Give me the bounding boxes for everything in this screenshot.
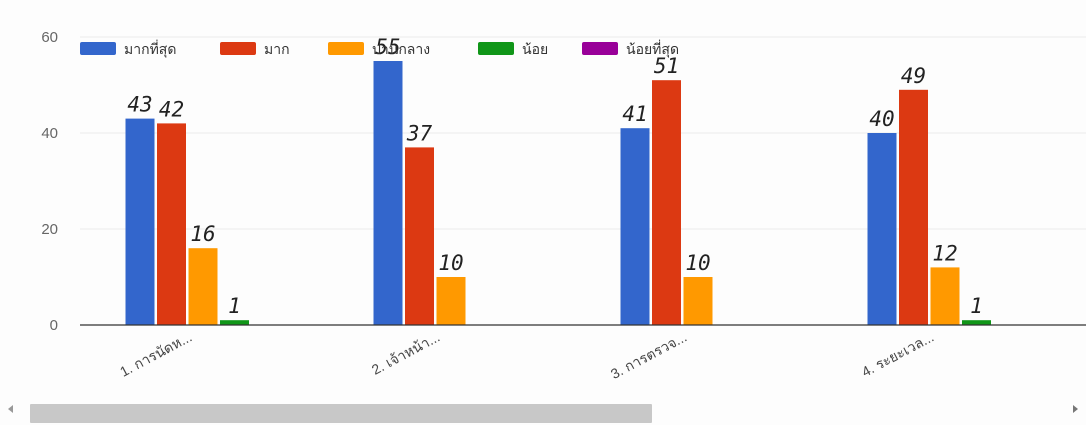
data-label: 49 (901, 64, 926, 88)
y-tick-label: 20 (41, 221, 58, 238)
data-label: 10 (438, 251, 463, 275)
legend-swatch (478, 42, 514, 55)
data-label: 42 (159, 97, 184, 121)
horizontal-scrollbar[interactable] (0, 400, 1086, 425)
bar (220, 320, 249, 325)
data-label: 43 (127, 93, 152, 117)
bar (405, 147, 434, 325)
legend-swatch (220, 42, 256, 55)
legend-item[interactable]: มาก (220, 42, 290, 58)
y-tick-label: 40 (41, 125, 58, 142)
bar (436, 277, 466, 325)
gridlines (80, 36, 1086, 230)
x-category-label: 3. การตรวจ... (608, 329, 689, 382)
data-label: 51 (654, 54, 679, 78)
bar (373, 61, 403, 325)
legend-item[interactable]: น้อย (478, 42, 548, 58)
y-tick-label: 60 (41, 29, 58, 46)
bar (652, 80, 681, 325)
x-category-label: 4. ระยะเวล... (859, 329, 936, 380)
legend-swatch (582, 42, 618, 55)
y-axis-ticks: 0 20 40 60 (41, 29, 58, 334)
legend-label: มากที่สุด (124, 40, 176, 58)
scroll-left-arrow-icon[interactable] (8, 405, 13, 413)
legend-item[interactable]: น้อยที่สุด (582, 40, 679, 58)
legend-swatch (328, 42, 364, 55)
data-labels: 43 55 41 40 42 37 51 49 16 10 10 12 1 1 (127, 35, 982, 318)
bar-chart: 0 20 40 60 43 55 41 40 42 37 51 49 16 10 10 12 1 1 1. กา… (41, 29, 1086, 382)
y-tick-label: 0 (50, 317, 58, 334)
bar (188, 248, 218, 325)
legend-label: ปานกลาง (372, 42, 430, 58)
bar (867, 133, 897, 325)
bars (125, 61, 991, 326)
bar (930, 267, 960, 325)
legend-label: น้อยที่สุด (626, 40, 679, 58)
legend-item[interactable]: ปานกลาง (328, 42, 430, 58)
data-label: 16 (190, 222, 215, 246)
bar (683, 277, 713, 325)
bar (962, 320, 991, 325)
legend-swatch (80, 42, 116, 55)
data-label: 12 (932, 241, 957, 265)
scrollbar-thumb[interactable] (30, 404, 652, 423)
data-label: 55 (375, 35, 400, 59)
x-category-label: 2. เจ้าหน้า... (369, 329, 443, 378)
data-label: 1 (970, 294, 983, 318)
data-label: 10 (685, 251, 710, 275)
data-label: 1 (228, 294, 241, 318)
legend-label: น้อย (522, 42, 548, 58)
bar (157, 123, 186, 326)
bar (899, 89, 928, 325)
x-category-label: 1. การนัดห... (117, 329, 194, 380)
data-label: 37 (406, 121, 433, 145)
legend-item[interactable]: มากที่สุด (80, 40, 176, 58)
x-axis-category-labels: 1. การนัดห... 2. เจ้าหน้า... 3. การตรวจ...… (117, 329, 936, 382)
bar (620, 128, 650, 325)
data-label: 40 (869, 107, 894, 131)
legend[interactable]: มากที่สุด มาก ปานกลาง น้อย น้อยที่สุด (80, 40, 679, 58)
data-label: 41 (622, 102, 647, 126)
bar (125, 118, 155, 325)
scroll-right-arrow-icon[interactable] (1073, 405, 1078, 413)
legend-label: มาก (264, 42, 290, 58)
